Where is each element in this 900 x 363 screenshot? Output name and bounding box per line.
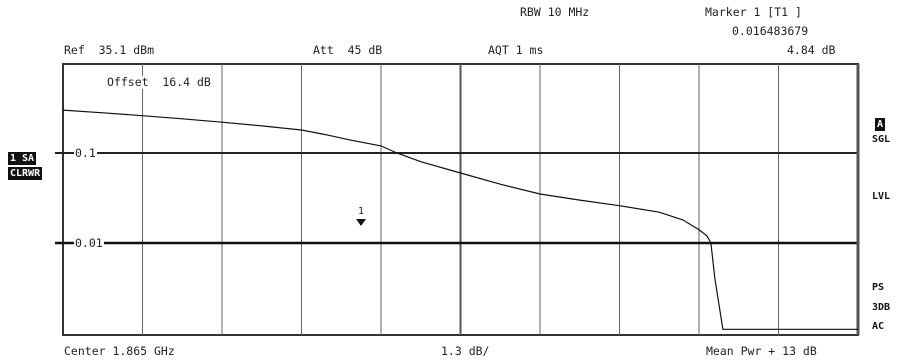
marker-level: 4.84 dB bbox=[787, 43, 836, 57]
marker-1-triangle bbox=[356, 219, 366, 226]
ref-level: Ref 35.1 dBm bbox=[64, 43, 155, 57]
trace-line bbox=[62, 109, 858, 330]
scale-text: 1.3 dB/ bbox=[441, 344, 490, 358]
marker-value: 0.016483679 bbox=[732, 24, 809, 38]
sgl-label: SGL bbox=[872, 134, 891, 145]
aqt-text: AQT 1 ms bbox=[488, 43, 544, 57]
marker-title: Marker 1 [T1 ] bbox=[705, 5, 802, 19]
mean-power: Mean Pwr + 13 dB bbox=[706, 344, 817, 358]
center-frequency: Center 1.865 GHz bbox=[64, 344, 175, 358]
marker-1-label: 1 bbox=[358, 206, 365, 217]
trace-clrwr-badge: CLRWR bbox=[8, 167, 43, 180]
screen-a-badge: A bbox=[875, 118, 886, 131]
attenuation: Att 45 dB bbox=[313, 43, 383, 57]
lvl-label: LVL bbox=[872, 191, 891, 202]
plot-grid bbox=[142, 64, 779, 335]
ps-label: PS bbox=[872, 282, 885, 293]
ac-label: AC bbox=[872, 321, 885, 332]
ref-label-upper: 0.1 bbox=[74, 146, 97, 160]
ref-label-lower: 0.01 bbox=[74, 236, 104, 250]
3db-label: 3DB bbox=[872, 302, 891, 313]
rbw-text: RBW 10 MHz bbox=[520, 5, 590, 19]
trace-sa-badge: 1 SA bbox=[8, 152, 37, 165]
offset-text: Offset 16.4 dB bbox=[107, 75, 211, 89]
